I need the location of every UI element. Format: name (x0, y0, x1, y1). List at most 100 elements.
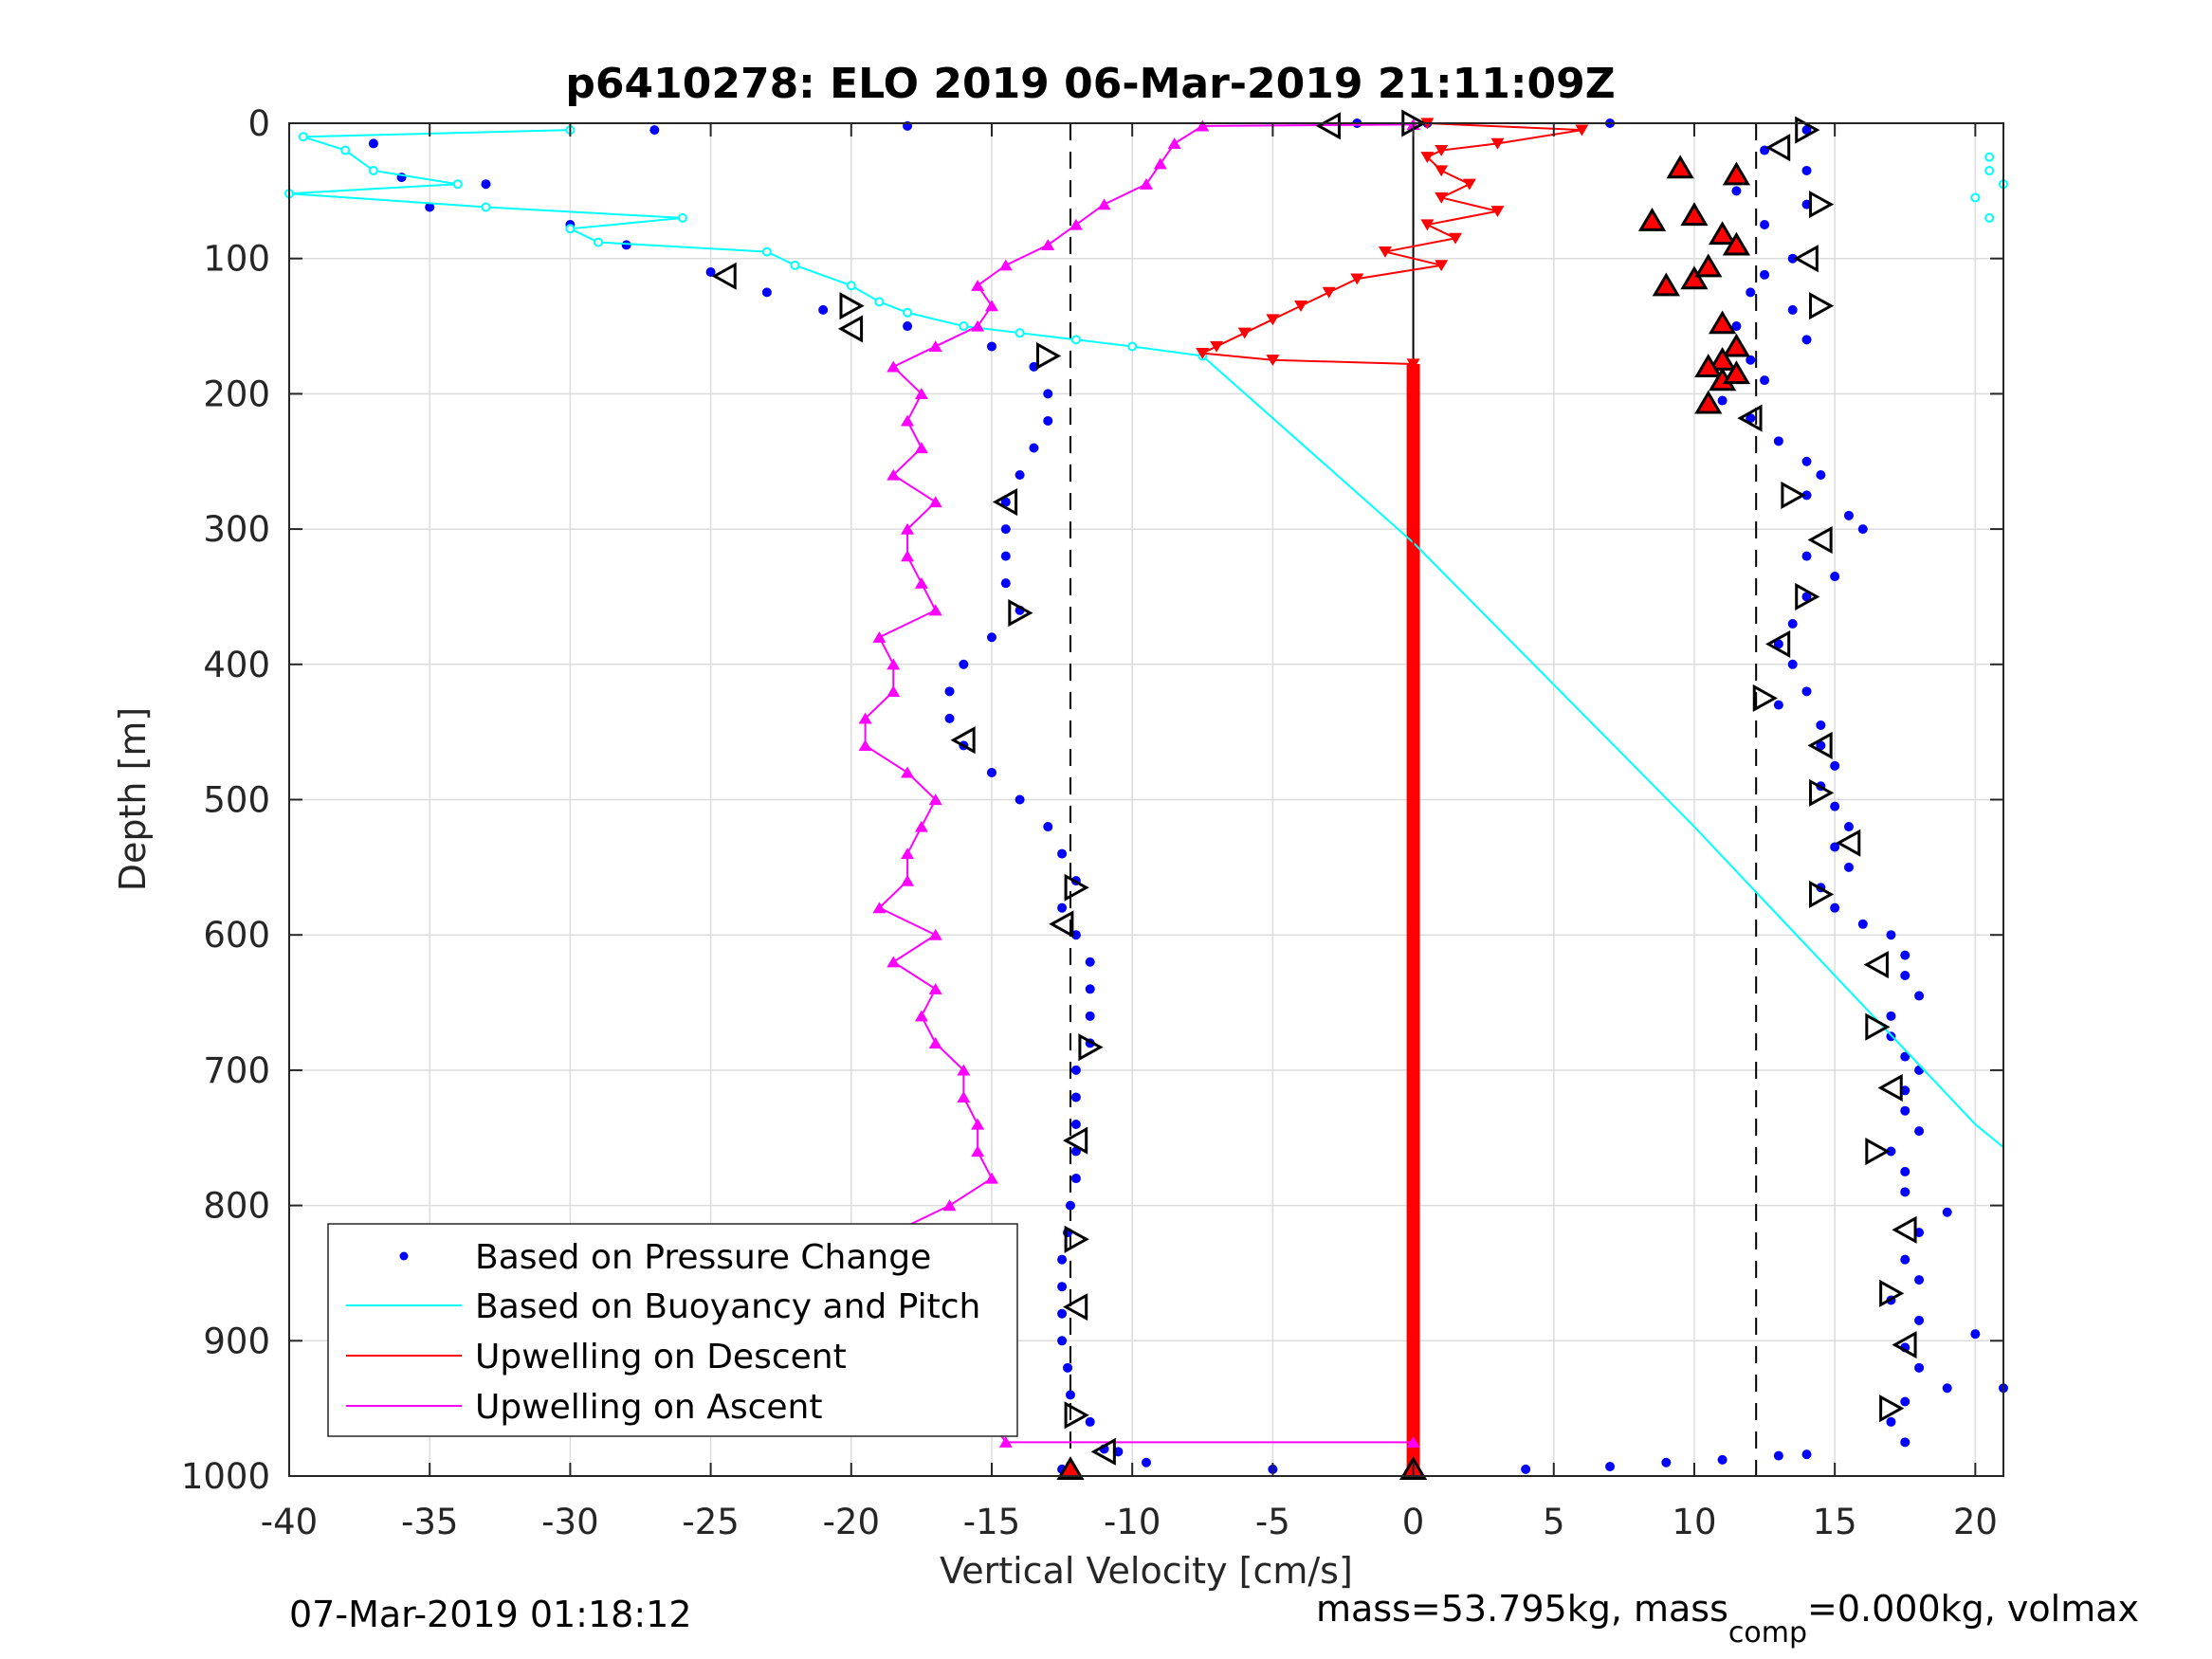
pressure-point (368, 138, 378, 149)
pressure-point (1142, 1457, 1151, 1468)
pressure-point (1057, 1282, 1068, 1292)
open-triangle-marker (711, 262, 737, 290)
pressure-point (1900, 1254, 1910, 1265)
buoyancy-point (761, 246, 772, 257)
open-triangle-marker (1809, 191, 1835, 219)
open-triangle-marker (1064, 873, 1089, 902)
y-axis-ticks: 0 100 200 300 400 500 600 700 800 900 1000 (181, 103, 2003, 1497)
y-tick-label: 1000 (181, 1456, 270, 1497)
pressure-point (986, 767, 996, 777)
buoyancy-point (1984, 152, 1995, 162)
pressure-point (1029, 361, 1039, 372)
y-tick-label: 300 (203, 509, 270, 550)
open-triangle-marker (1877, 1073, 1903, 1103)
open-triangle-marker (1035, 341, 1062, 370)
pressure-point (1900, 1437, 1910, 1448)
footer-timestamp: 07-Mar-2019 01:18:12 (289, 1594, 692, 1635)
x-tick-label: -15 (963, 1502, 1020, 1542)
pressure-point (1914, 1065, 1925, 1075)
ascent-point (901, 874, 915, 886)
ascent-point (901, 550, 915, 562)
descent-point (1294, 301, 1308, 312)
descent-point (1266, 355, 1280, 367)
legend-label-pressure: Based on Pressure Change (475, 1238, 931, 1277)
pressure-point (1746, 287, 1756, 298)
series-1 (284, 125, 2008, 1149)
pressure-point (1015, 794, 1025, 805)
pressure-point (1000, 551, 1011, 561)
buoyancy-point (790, 260, 800, 270)
pressure-point (1760, 375, 1770, 386)
pressure-point (1043, 822, 1053, 832)
buoyancy-point (565, 224, 576, 234)
buoyancy-point (594, 237, 604, 247)
descent-point (1435, 144, 1449, 156)
x-tick-label: 15 (1813, 1502, 1857, 1542)
x-tick-label: -25 (682, 1502, 739, 1542)
pressure-point (1830, 760, 1840, 771)
pressure-point (1070, 1119, 1081, 1129)
y-tick-label: 600 (203, 915, 270, 956)
footer-mass-subscript: comp (1728, 1616, 1807, 1650)
pressure-point (1914, 1228, 1925, 1238)
pressure-point (1521, 1464, 1531, 1474)
ascent-point (858, 739, 872, 752)
open-triangle-marker (1836, 829, 1861, 857)
descent-point (1406, 358, 1420, 371)
open-triangle-marker (1809, 778, 1835, 807)
pressure-point (1900, 1396, 1910, 1407)
ascent-point (928, 793, 942, 806)
open-triangle-marker (1892, 1215, 1917, 1244)
pressure-point (1773, 639, 1783, 649)
pressure-point (959, 659, 969, 669)
pressure-point (1029, 443, 1039, 453)
pressure-point (1801, 165, 1812, 175)
x-tick-label: -20 (823, 1502, 880, 1542)
ascent-point (1153, 157, 1167, 170)
pressure-point (1914, 1315, 1925, 1325)
pressure-point (1057, 1308, 1068, 1319)
descent-point (1322, 286, 1336, 299)
pressure-point (944, 686, 955, 697)
descent-point (1490, 206, 1505, 218)
pressure-point (1857, 919, 1868, 929)
open-triangle-marker (839, 292, 865, 320)
pressure-point (986, 632, 996, 643)
open-triangle-marker (1764, 134, 1791, 162)
ascent-point (998, 259, 1013, 271)
descent-point (1575, 124, 1589, 137)
pressure-point (481, 179, 491, 190)
pressure-point (1787, 659, 1798, 669)
ascent-point (957, 1091, 971, 1103)
ascent-point (887, 956, 901, 968)
open-triangle-marker (1879, 1395, 1905, 1423)
pressure-point (1787, 304, 1798, 315)
ascent-point (901, 848, 915, 860)
pressure-point (1900, 1085, 1910, 1096)
ascent-point (971, 1118, 985, 1130)
red-triangle-marker (1056, 1456, 1085, 1480)
pressure-point (1057, 1254, 1068, 1265)
pressure-point (1886, 930, 1896, 940)
ascent-point (901, 522, 915, 535)
buoyancy-point (1015, 328, 1025, 338)
pressure-point (1843, 822, 1854, 832)
red-triangle-marker (1652, 272, 1680, 297)
pressure-point (1942, 1207, 1952, 1217)
pressure-point (1085, 957, 1095, 967)
pressure-point (1843, 510, 1854, 520)
descent-point (1266, 314, 1280, 326)
pressure-point (1816, 740, 1826, 751)
red-triangle-marker (1680, 265, 1709, 290)
pressure-point (1801, 551, 1812, 561)
legend-label-ascent: Upwelling on Ascent (475, 1388, 822, 1427)
red-triangle-marker (1722, 333, 1751, 357)
descent-point (1237, 327, 1252, 339)
ascent-point (928, 340, 942, 353)
pressure-point (1886, 1416, 1896, 1427)
open-triangle-marker (1865, 1137, 1891, 1166)
descent-point (1210, 340, 1224, 353)
open-triangle-marker (1752, 684, 1778, 713)
ascent-point (887, 360, 901, 373)
descent-point (1406, 388, 1420, 400)
